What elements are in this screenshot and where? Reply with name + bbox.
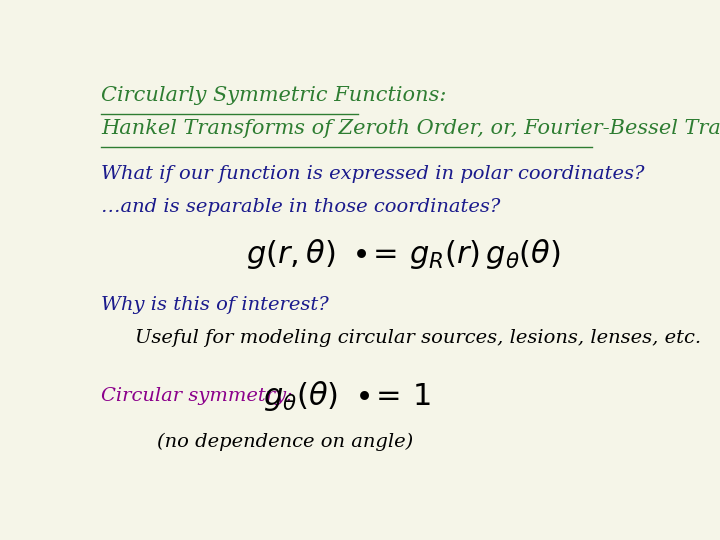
- Text: What if our function is expressed in polar coordinates?: What if our function is expressed in pol…: [101, 165, 644, 183]
- Text: Useful for modeling circular sources, lesions, lenses, etc.: Useful for modeling circular sources, le…: [135, 329, 701, 347]
- Text: Why is this of interest?: Why is this of interest?: [101, 295, 329, 314]
- Text: Hankel Transforms of Zeroth Order, or, Fourier-Bessel Transforms: Hankel Transforms of Zeroth Order, or, F…: [101, 119, 720, 138]
- Text: $g_\theta(\theta)\ \bullet\!\!=\,1$: $g_\theta(\theta)\ \bullet\!\!=\,1$: [263, 379, 431, 413]
- Text: Circularly Symmetric Functions:: Circularly Symmetric Functions:: [101, 85, 446, 105]
- Text: …and is separable in those coordinates?: …and is separable in those coordinates?: [101, 198, 500, 216]
- Text: (no dependence on angle): (no dependence on angle): [157, 433, 413, 451]
- Text: Circular symmetry:: Circular symmetry:: [101, 387, 293, 405]
- Text: $g(r,\theta)\ \bullet\!\!=\,g_R(r)\,g_\theta(\theta)$: $g(r,\theta)\ \bullet\!\!=\,g_R(r)\,g_\t…: [246, 238, 561, 272]
